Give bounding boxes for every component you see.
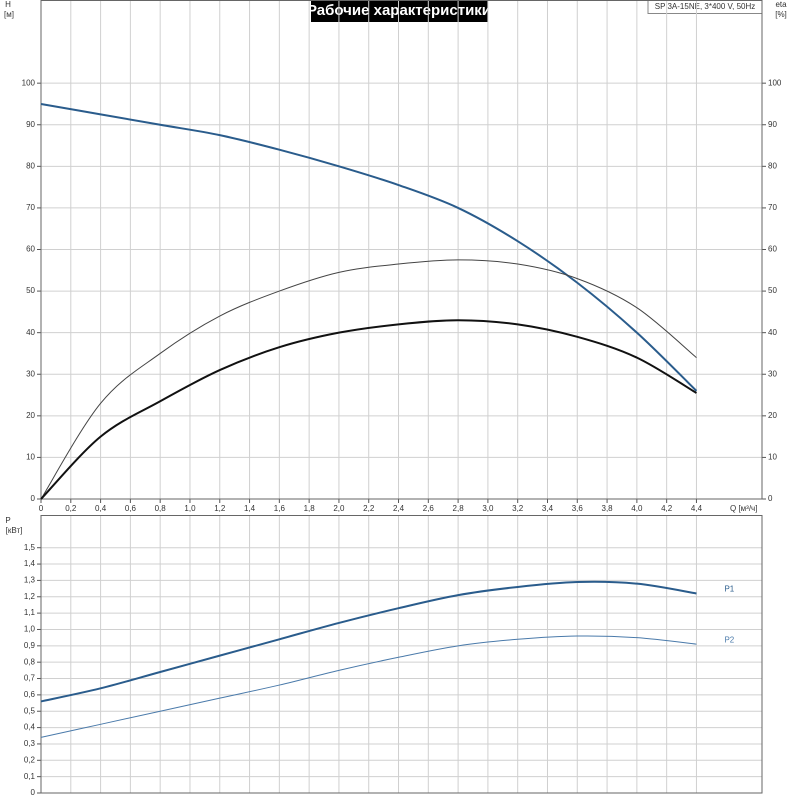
y2-tick-label: 90 <box>768 120 777 129</box>
y-tick-label: 70 <box>26 203 35 212</box>
y-axis-unit: [м] <box>4 10 14 19</box>
y-tick-label: 0 <box>31 788 36 797</box>
y-tick-label: 0,5 <box>24 706 36 715</box>
y-tick-label: 60 <box>26 245 35 254</box>
y-tick-label: 1,1 <box>24 608 36 617</box>
y-tick-label: 1,4 <box>24 559 36 568</box>
y-tick-label: 0,6 <box>24 690 36 699</box>
line-series <box>40 580 697 703</box>
x-tick-label: 2,4 <box>393 504 405 513</box>
x-tick-label: 2,6 <box>423 504 435 513</box>
x-tick-label: 4,0 <box>631 504 643 513</box>
y2-tick-label: 60 <box>768 245 777 254</box>
x-tick-label: 3,0 <box>482 504 494 513</box>
y-tick-label: 0,2 <box>24 755 36 764</box>
y-tick-label: 0,4 <box>24 723 36 732</box>
y-tick-label: 80 <box>26 161 35 170</box>
y-axis-unit: [кВт] <box>6 526 23 535</box>
y-tick-label: 0,8 <box>24 657 36 666</box>
y2-axis-label: eta <box>775 0 787 9</box>
line-series <box>40 102 698 392</box>
y-tick-label: 30 <box>26 369 35 378</box>
y2-tick-label: 30 <box>768 369 777 378</box>
x-axis-label: Q [м³/ч] <box>730 504 757 513</box>
x-tick-label: 2,2 <box>363 504 375 513</box>
x-tick-label: 0,8 <box>155 504 167 513</box>
x-tick-label: 1,4 <box>244 504 256 513</box>
plot-frame <box>40 0 763 500</box>
line-series <box>40 259 697 500</box>
x-tick-label: 0,6 <box>125 504 137 513</box>
y2-tick-label: 100 <box>768 78 782 87</box>
y-axis-label: P <box>5 516 10 525</box>
y-axis-label: H <box>5 0 11 9</box>
line-series <box>40 319 697 500</box>
y2-tick-label: 10 <box>768 453 777 462</box>
x-tick-label: 1,0 <box>184 504 196 513</box>
line-series <box>40 635 697 738</box>
x-tick-label: 3,6 <box>572 504 584 513</box>
y-tick-label: 20 <box>26 411 35 420</box>
y-tick-label: 90 <box>26 120 35 129</box>
x-tick-label: 3,2 <box>512 504 524 513</box>
y2-tick-label: 50 <box>768 286 777 295</box>
x-tick-label: 1,8 <box>304 504 316 513</box>
x-tick-label: 2,8 <box>453 504 465 513</box>
title-box <box>311 0 488 22</box>
y2-tick-label: 70 <box>768 203 777 212</box>
series-label: P2 <box>724 635 734 644</box>
x-tick-label: 3,4 <box>542 504 554 513</box>
x-tick-label: 2,0 <box>333 504 345 513</box>
x-tick-label: 4,4 <box>691 504 703 513</box>
x-tick-label: 1,2 <box>214 504 226 513</box>
x-tick-label: 0 <box>39 504 44 513</box>
y-tick-label: 0,7 <box>24 674 36 683</box>
y-tick-label: 1,0 <box>24 625 36 634</box>
y-tick-label: 50 <box>26 286 35 295</box>
y-tick-label: 1,5 <box>24 543 36 552</box>
x-tick-label: 0,4 <box>95 504 107 513</box>
plot-frame <box>40 515 763 794</box>
series-label: P1 <box>724 585 734 594</box>
y-tick-label: 100 <box>22 78 36 87</box>
x-tick-label: 4,2 <box>661 504 673 513</box>
annotation: SP 3A-15NE, 3*400 V, 50Hz <box>655 2 756 11</box>
x-tick-label: 1,6 <box>274 504 286 513</box>
y2-tick-label: 40 <box>768 328 777 337</box>
y-tick-label: 1,2 <box>24 592 36 601</box>
y-tick-label: 0,1 <box>24 772 36 781</box>
y-tick-label: 40 <box>26 328 35 337</box>
y-tick-label: 0,3 <box>24 739 36 748</box>
y2-tick-label: 80 <box>768 161 777 170</box>
y-tick-label: 10 <box>26 453 35 462</box>
y2-tick-label: 20 <box>768 411 777 420</box>
x-tick-label: 0,2 <box>65 504 77 513</box>
y-tick-label: 0 <box>31 494 36 503</box>
y-tick-label: 1,3 <box>24 576 36 585</box>
x-tick-label: 3,8 <box>602 504 614 513</box>
y2-axis-unit: [%] <box>775 10 787 19</box>
y2-tick-label: 0 <box>768 494 773 503</box>
y-tick-label: 0,9 <box>24 641 36 650</box>
